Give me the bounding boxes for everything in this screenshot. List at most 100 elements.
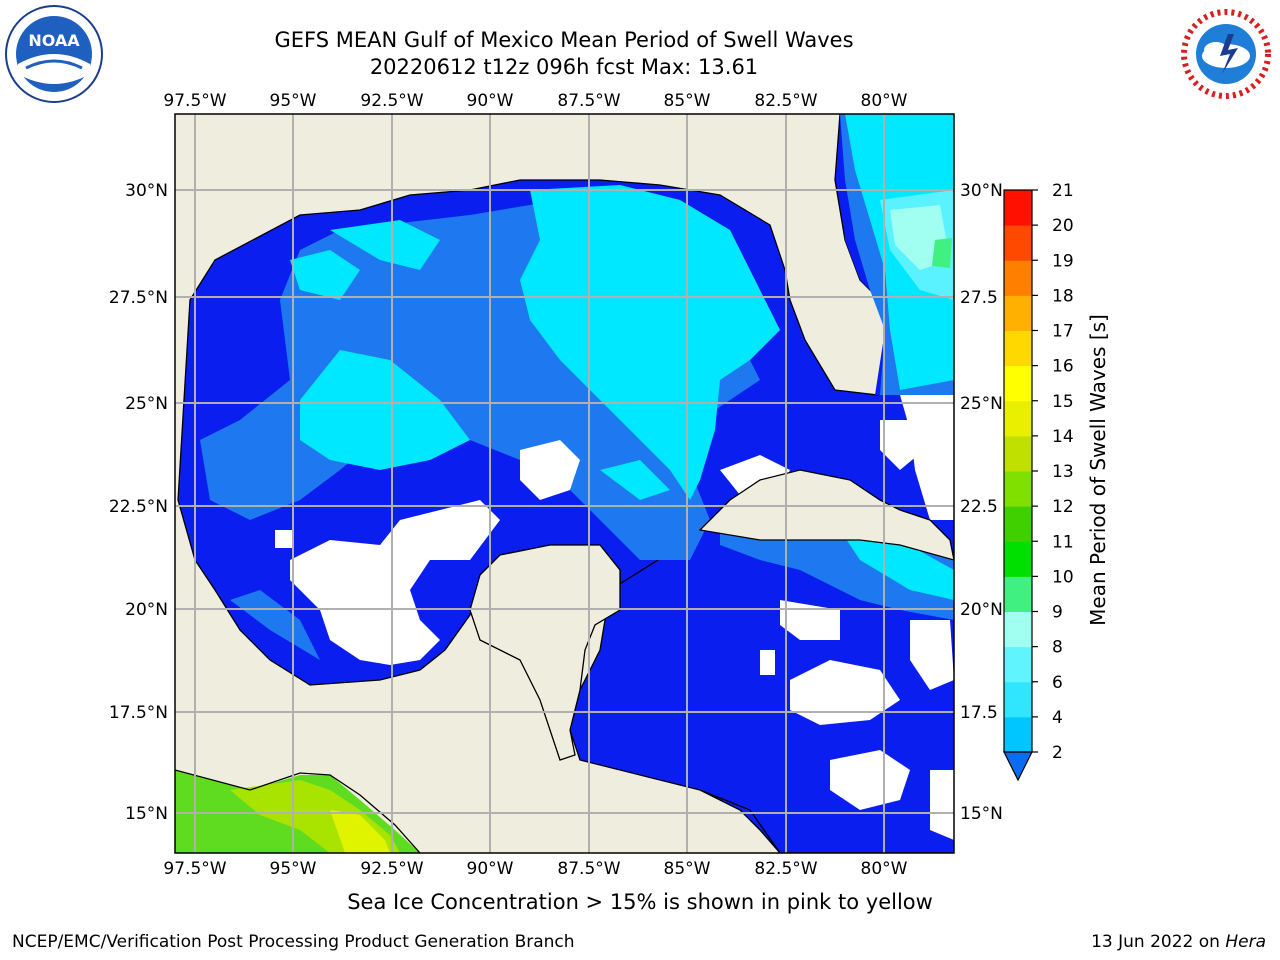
nodata-patch-8 bbox=[910, 620, 954, 690]
colorbar-segment bbox=[1004, 611, 1032, 648]
lon-top-7: 80°W bbox=[861, 91, 908, 111]
colorbar-segment bbox=[1004, 365, 1032, 402]
lon-bottom-2: 92.5°W bbox=[360, 859, 423, 879]
yucatan-land bbox=[469, 544, 621, 761]
period-band-4-6-b bbox=[300, 350, 470, 470]
period-band-9-10 bbox=[932, 238, 952, 268]
lon-bottom-1: 95°W bbox=[270, 859, 317, 879]
lat-right-6: 15°N bbox=[960, 804, 1003, 824]
period-band-4-6-e bbox=[600, 460, 670, 500]
colorbar-tick-label: 12 bbox=[1052, 497, 1074, 517]
lon-bottom-4: 87.5°W bbox=[557, 859, 620, 879]
lat-left-4: 20°N bbox=[125, 600, 168, 620]
map-area bbox=[175, 114, 954, 853]
colorbar-tick-label: 6 bbox=[1052, 673, 1063, 693]
colorbar-segment bbox=[1004, 260, 1032, 296]
colorbar-segment bbox=[1004, 330, 1032, 367]
lon-top-2: 92.5°W bbox=[360, 91, 423, 111]
colorbar-tick-label: 19 bbox=[1052, 251, 1074, 271]
footer-date: 13 Jun 2022 on Hera bbox=[1091, 932, 1266, 952]
colorbar-tick-label: 15 bbox=[1052, 392, 1074, 412]
colorbar-segment bbox=[1004, 225, 1032, 261]
nodata-patch-9 bbox=[930, 770, 954, 840]
colorbar-tick-label: 9 bbox=[1052, 603, 1063, 623]
colorbar-segment bbox=[1004, 576, 1032, 612]
lon-top-3: 90°W bbox=[467, 91, 514, 111]
colorbar-segment bbox=[1004, 541, 1032, 577]
colorbar-segment bbox=[1004, 190, 1032, 226]
noaa-logo: NOAA bbox=[5, 5, 103, 103]
lon-top-6: 82.5°W bbox=[754, 91, 817, 111]
colorbar-segment bbox=[1004, 681, 1032, 718]
pacific-coast bbox=[175, 769, 421, 853]
colorbar-title: Mean Period of Swell Waves [s] bbox=[1086, 314, 1110, 626]
lon-top-0: 97.5°W bbox=[163, 91, 226, 111]
period-band-4-6-f bbox=[840, 530, 954, 600]
lat-right-5: 17.5 bbox=[960, 703, 998, 723]
period-band-2-4-d bbox=[230, 590, 320, 660]
period-band-4-6-c bbox=[330, 220, 440, 270]
colorbar-segment bbox=[1004, 716, 1032, 753]
colorbar-segment bbox=[1004, 506, 1032, 542]
nodata-patch-2 bbox=[520, 440, 580, 500]
pacific-period-field-c bbox=[330, 810, 390, 853]
colorbar-segment bbox=[1004, 471, 1032, 507]
colorbar-segment bbox=[1004, 400, 1032, 437]
lat-right-2: 25°N bbox=[960, 394, 1003, 414]
colorbar: 2 4 6 8 9 10 11 12 13 14 15 16 17 18 19 20 21 bbox=[1003, 181, 1074, 782]
nodata-patch-6 bbox=[830, 750, 910, 810]
lon-bottom-0: 97.5°W bbox=[163, 859, 226, 879]
colorbar-tick-label: 18 bbox=[1052, 286, 1074, 306]
cuba-land bbox=[698, 469, 954, 561]
colorbar-extend-arrow bbox=[1003, 751, 1033, 782]
nodata-patch-11 bbox=[900, 395, 954, 520]
lat-left-6: 15°N bbox=[125, 804, 168, 824]
chart-subtitle: 20220612 t12z 096h fcst Max: 13.61 bbox=[369, 55, 759, 79]
lat-left-2: 25°N bbox=[125, 394, 168, 414]
colorbar-tick-label: 16 bbox=[1052, 357, 1074, 377]
noaa-logo-text: NOAA bbox=[28, 31, 80, 50]
map-frame bbox=[174, 113, 955, 854]
nws-logo bbox=[1178, 6, 1274, 102]
lon-bottom-6: 82.5°W bbox=[754, 859, 817, 879]
nodata-patch bbox=[290, 500, 500, 665]
colorbar-tick-label: 21 bbox=[1052, 181, 1074, 201]
caption: Sea Ice Concentration > 15% is shown in … bbox=[347, 890, 933, 914]
lon-bottom-5: 85°W bbox=[664, 859, 711, 879]
lon-bottom-7: 80°W bbox=[861, 859, 908, 879]
colorbar-segment bbox=[1004, 646, 1032, 683]
lon-bottom-3: 90°W bbox=[467, 859, 514, 879]
lat-right-3: 22.5 bbox=[960, 497, 998, 517]
lat-left-3: 22.5°N bbox=[109, 497, 168, 517]
lat-left-1: 27.5°N bbox=[109, 288, 168, 308]
footer-credit: NCEP/EMC/Verification Post Processing Pr… bbox=[12, 932, 575, 952]
colorbar-tick-label: 14 bbox=[1052, 427, 1074, 447]
colorbar-tick-label: 4 bbox=[1052, 708, 1063, 728]
colorbar-tick-label: 2 bbox=[1052, 743, 1063, 763]
nodata-patch-12 bbox=[275, 530, 292, 548]
lon-top-4: 87.5°W bbox=[557, 91, 620, 111]
lat-right-0: 30°N bbox=[960, 181, 1003, 201]
colorbar-tick-label: 11 bbox=[1052, 532, 1074, 552]
lat-right-4: 20°N bbox=[960, 600, 1003, 620]
lat-left-0: 30°N bbox=[125, 181, 168, 201]
lat-right-1: 27.5 bbox=[960, 288, 998, 308]
lon-top-1: 95°W bbox=[270, 91, 317, 111]
lat-left-5: 17.5°N bbox=[109, 703, 168, 723]
gridlines bbox=[175, 114, 954, 853]
colorbar-tick-label: 20 bbox=[1052, 216, 1074, 236]
footer-host: Hera bbox=[1225, 932, 1266, 952]
nodata-patch-5 bbox=[790, 660, 900, 725]
nodata-patch-7 bbox=[760, 650, 775, 675]
period-band-4-6 bbox=[520, 185, 780, 500]
period-band-4-6-d bbox=[290, 250, 360, 300]
colorbar-tick-label: 8 bbox=[1052, 638, 1063, 658]
colorbar-segment bbox=[1004, 435, 1032, 472]
lon-top-5: 85°W bbox=[664, 91, 711, 111]
colorbar-tick-label: 10 bbox=[1052, 567, 1074, 587]
colorbar-tick-label: 13 bbox=[1052, 462, 1074, 482]
colorbar-tick-label: 17 bbox=[1052, 322, 1074, 342]
chart-title: GEFS MEAN Gulf of Mexico Mean Period of … bbox=[274, 28, 854, 52]
colorbar-segment bbox=[1004, 295, 1032, 331]
